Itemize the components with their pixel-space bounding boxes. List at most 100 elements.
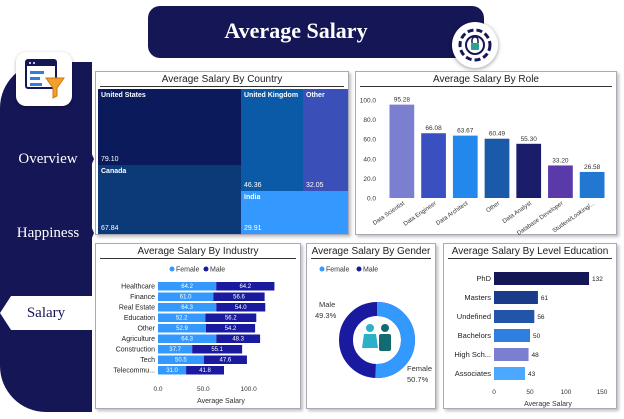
bar bbox=[421, 133, 446, 198]
bar bbox=[452, 135, 478, 198]
x-tick-label: 0.0 bbox=[153, 386, 162, 393]
data-label: 61.0 bbox=[180, 295, 192, 301]
panel-gender: Average Salary By Gender Female Male Male 4… bbox=[306, 243, 436, 409]
salary-logo-icon bbox=[452, 22, 498, 68]
category-label: High Sch... bbox=[454, 350, 491, 359]
treemap: United States 79.10 Canada 67.84 United … bbox=[98, 89, 348, 234]
bar-segment bbox=[158, 345, 193, 354]
y-tick-label: 0.0 bbox=[367, 196, 376, 203]
data-label: 55.30 bbox=[521, 136, 538, 143]
legend-male-label: Male bbox=[210, 267, 225, 274]
treemap-label: Canada bbox=[101, 168, 127, 175]
data-label: 64.3 bbox=[181, 337, 193, 343]
bar-segment bbox=[203, 355, 247, 364]
data-label: 56 bbox=[537, 314, 545, 321]
x-tick-label: 100.0 bbox=[241, 386, 258, 393]
x-axis-title: Average Salary bbox=[524, 401, 572, 408]
category-label: Bachelors bbox=[458, 331, 492, 340]
header-bar: Average Salary bbox=[148, 6, 484, 58]
x-tick-label: 50.0 bbox=[197, 386, 210, 393]
male-slice-value: 49.3% bbox=[315, 311, 337, 320]
data-label: 66.08 bbox=[425, 125, 442, 132]
legend-male-label: Male bbox=[363, 267, 378, 274]
data-label: 54.2 bbox=[225, 326, 237, 332]
filter-icon[interactable] bbox=[16, 52, 72, 106]
data-label: 52.2 bbox=[176, 316, 188, 322]
treemap-value: 79.10 bbox=[101, 156, 119, 163]
treemap-value: 32.05 bbox=[306, 182, 324, 189]
x-tick-label: Data Architect bbox=[435, 201, 469, 228]
bar bbox=[494, 291, 538, 304]
treemap-value: 67.84 bbox=[101, 225, 119, 232]
gender-donut-chart: Female Male Male 49.3% Female 50.7% bbox=[315, 266, 432, 384]
data-label: 48.3 bbox=[232, 337, 244, 343]
legend-male-marker bbox=[203, 266, 209, 272]
title-underline bbox=[448, 258, 612, 259]
category-label: Masters bbox=[464, 293, 491, 302]
data-label: 64.2 bbox=[239, 284, 251, 290]
treemap-cell-canada[interactable]: Canada 67.84 bbox=[98, 165, 241, 234]
treemap-label: United States bbox=[101, 92, 146, 99]
treemap-cell-united-kingdom[interactable]: United Kingdom 46.36 bbox=[241, 89, 303, 191]
category-label: Telecommu... bbox=[113, 368, 155, 375]
title-underline bbox=[100, 258, 296, 259]
treemap-label: United Kingdom bbox=[244, 92, 299, 99]
bar-segment bbox=[158, 292, 214, 301]
legend-female-label: Female bbox=[176, 267, 199, 274]
nav-salary-button[interactable]: Salary bbox=[0, 296, 92, 330]
treemap-value: 29.91 bbox=[244, 225, 262, 232]
legend-male-marker bbox=[356, 266, 362, 272]
female-slice-label: Female bbox=[407, 364, 432, 373]
data-label: 47.6 bbox=[220, 358, 232, 364]
x-tick-label: Other bbox=[485, 201, 501, 215]
title-underline bbox=[311, 258, 431, 259]
treemap-value: 46.36 bbox=[244, 182, 262, 189]
x-tick-label: 50 bbox=[526, 389, 534, 396]
page-title: Average Salary bbox=[224, 18, 368, 43]
panel-role: Average Salary By Role 0.0 20.0 40.0 60.0 80… bbox=[355, 71, 617, 236]
data-label: 64.2 bbox=[181, 284, 193, 290]
x-tick-label: Data Scientist bbox=[372, 201, 406, 227]
title-underline bbox=[100, 86, 344, 87]
bar-segment bbox=[192, 345, 243, 354]
panel-education-title: Average Salary By Level Education bbox=[451, 246, 609, 257]
data-label: 26.58 bbox=[584, 164, 601, 171]
bar bbox=[579, 171, 605, 198]
male-slice-label: Male bbox=[319, 300, 335, 309]
treemap-cell-india[interactable]: India 29.91 bbox=[241, 191, 348, 234]
nav-overview-button[interactable]: Overview bbox=[2, 142, 94, 176]
panel-gender-title: Average Salary By Gender bbox=[311, 246, 431, 257]
x-tick-label: Data Engineer bbox=[403, 201, 438, 228]
data-label: 132 bbox=[592, 276, 603, 283]
data-label: 48 bbox=[532, 352, 540, 359]
x-tick-label: Data Analyst bbox=[502, 201, 533, 225]
industry-bar-chart: Female Male Healthcare 64.2 64.2 Finance 61.0 5… bbox=[113, 266, 275, 405]
panel-country-title: Average Salary By Country bbox=[161, 74, 283, 85]
bar-segment bbox=[213, 292, 265, 301]
bar-segment bbox=[158, 282, 217, 291]
data-label: 56.2 bbox=[225, 316, 237, 322]
data-label: 50.5 bbox=[175, 358, 187, 364]
category-label: Undefined bbox=[457, 312, 491, 321]
legend-female-label: Female bbox=[326, 267, 349, 274]
category-label: Tech bbox=[140, 357, 155, 364]
data-label: 41.8 bbox=[199, 368, 211, 374]
data-label: 50 bbox=[533, 333, 541, 340]
female-slice-value: 50.7% bbox=[407, 375, 429, 384]
female-body-icon bbox=[362, 334, 378, 348]
panel-education: Average Salary By Level Education PhD 132… bbox=[443, 243, 617, 409]
treemap-cell-united-states[interactable]: United States 79.10 bbox=[98, 89, 241, 165]
bar bbox=[516, 143, 542, 198]
bar-segment bbox=[186, 366, 225, 375]
nav-happiness-label: Happiness bbox=[16, 224, 80, 241]
y-tick-label: 80.0 bbox=[363, 117, 376, 124]
treemap-cell-other[interactable]: Other 32.05 bbox=[303, 89, 348, 191]
panel-industry-title: Average Salary By Industry bbox=[137, 246, 259, 257]
data-label: 33.20 bbox=[552, 157, 569, 164]
legend-female-marker bbox=[319, 266, 325, 272]
nav-happiness-button[interactable]: Happiness bbox=[2, 216, 94, 250]
category-label: PhD bbox=[476, 274, 491, 283]
category-label: Finance bbox=[130, 294, 155, 301]
data-label: 55.1 bbox=[211, 347, 223, 353]
treemap-label: Other bbox=[306, 92, 325, 99]
